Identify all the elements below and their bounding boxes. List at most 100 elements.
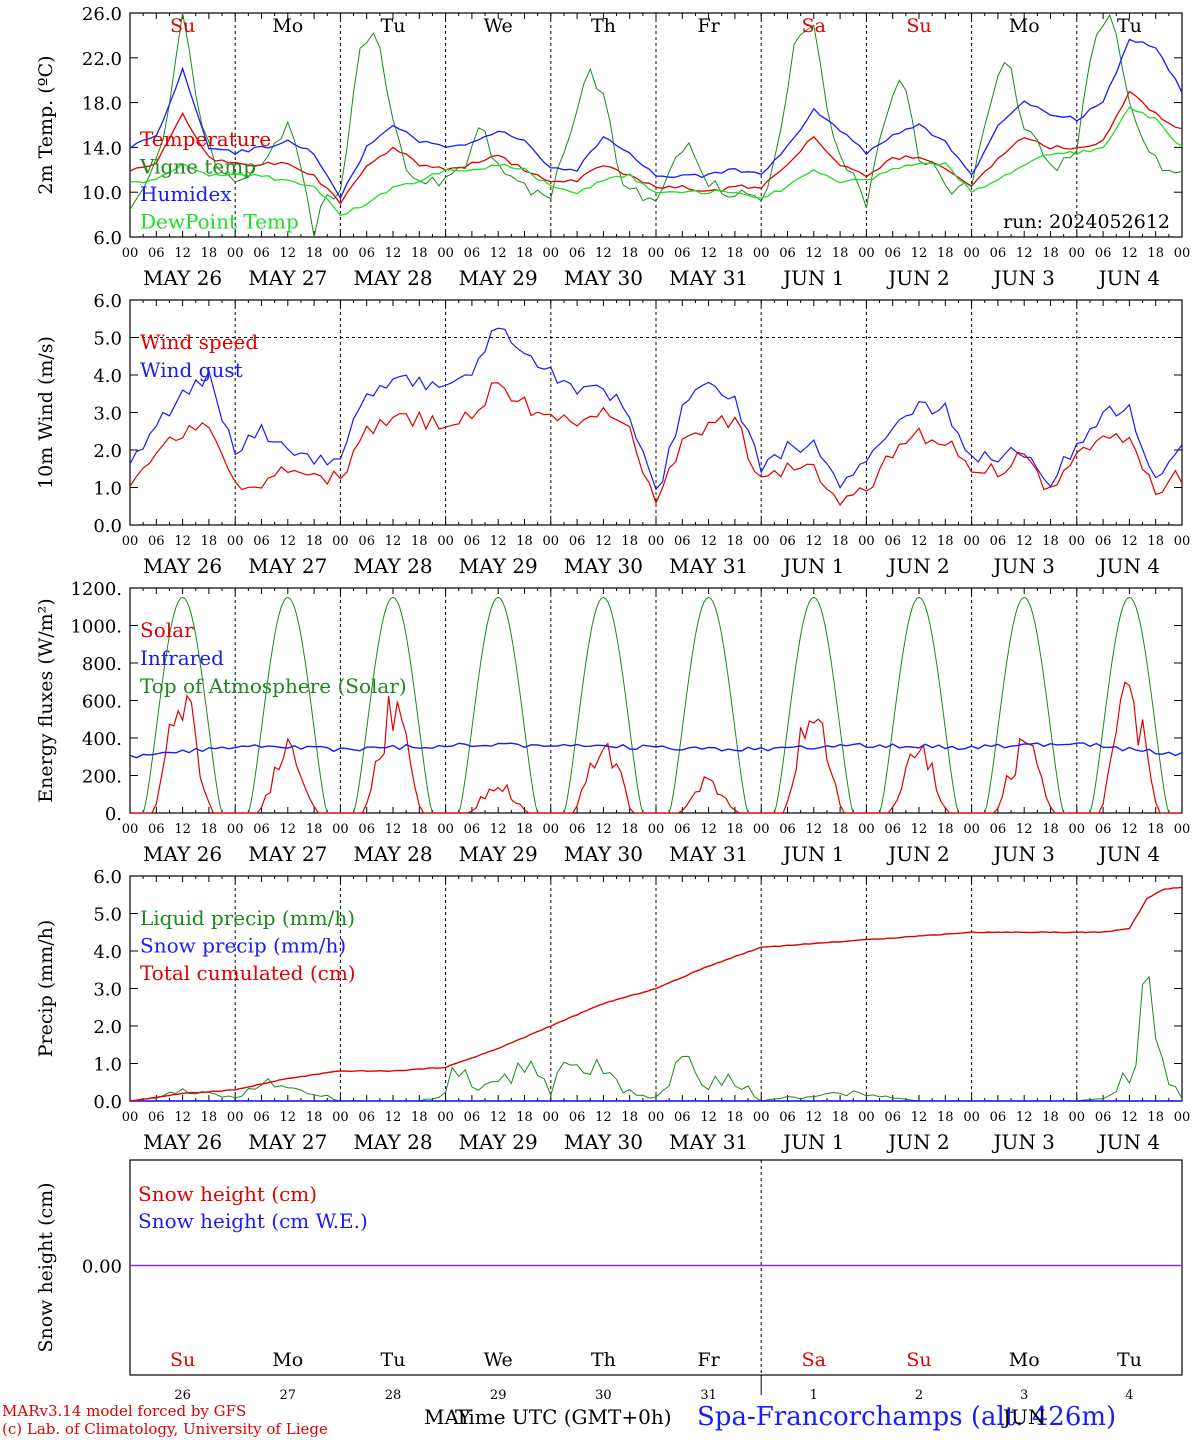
hour-label: 18 (516, 246, 533, 261)
y-tick-label: 1200. (70, 579, 122, 600)
hour-label: 00 (437, 1110, 454, 1125)
hour-label: 18 (1147, 1110, 1164, 1125)
weekday-label: Mo (272, 15, 303, 37)
hour-label: 12 (174, 534, 191, 549)
y-tick-label: 5.0 (93, 905, 122, 926)
weekday-label: We (484, 1349, 513, 1371)
date-label: MAY 26 (143, 554, 222, 578)
y-tick-label: 22.0 (82, 49, 122, 70)
hour-label: 12 (490, 822, 507, 837)
hour-label: 18 (832, 822, 849, 837)
hour-label: 06 (569, 822, 586, 837)
hour-label: 12 (385, 246, 402, 261)
date-label: MAY 28 (353, 266, 432, 290)
y-tick-label: 0.00 (82, 1257, 122, 1278)
y-tick-label: 6.0 (93, 867, 122, 888)
date-label: JUN 1 (781, 266, 844, 290)
date-label: MAY 26 (143, 266, 222, 290)
hour-label: 00 (753, 534, 770, 549)
date-label: MAY 31 (669, 1130, 748, 1154)
hour-label: 00 (1174, 246, 1191, 261)
hour-label: 18 (411, 1110, 428, 1125)
hour-label: 06 (674, 1110, 691, 1125)
hour-label: 12 (174, 1110, 191, 1125)
y-tick-label: 4.0 (93, 942, 122, 963)
time-axis-label: Time UTC (GMT+0h) (455, 1405, 672, 1429)
weekday-label: Fr (697, 15, 720, 37)
hour-label: 00 (1069, 822, 1086, 837)
hour-label: 06 (253, 822, 270, 837)
hour-label: 18 (411, 246, 428, 261)
hour-label: 06 (884, 1110, 901, 1125)
weekday-label: Tu (381, 1349, 406, 1371)
date-label: MAY 30 (564, 842, 643, 866)
hour-label: 12 (280, 534, 297, 549)
hour-label: 18 (1042, 534, 1059, 549)
hour-label: 00 (963, 534, 980, 549)
day-number-label: 30 (595, 1388, 612, 1403)
hour-label: 12 (595, 822, 612, 837)
date-label: MAY 31 (669, 266, 748, 290)
month-jun-label: JUN (1003, 1405, 1046, 1429)
date-label: JUN 1 (781, 842, 844, 866)
weekday-label: Su (170, 1349, 195, 1371)
run-label: run: 2024052612 (1003, 211, 1170, 233)
hour-label: 18 (201, 1110, 218, 1125)
date-label: MAY 28 (353, 842, 432, 866)
hour-label: 06 (1095, 1110, 1112, 1125)
legend-top-of-atmosphere-solar-: Top of Atmosphere (Solar) (140, 674, 407, 698)
date-label: MAY 28 (353, 1130, 432, 1154)
date-label: JUN 1 (781, 1130, 844, 1154)
location-label: Spa-Francorchamps (alt. 426m) (697, 1402, 1117, 1432)
hour-label: 18 (1042, 1110, 1059, 1125)
hour-label: 06 (148, 246, 165, 261)
hour-label: 00 (963, 822, 980, 837)
date-label: JUN 4 (1097, 1130, 1160, 1154)
y-axis-label: Energy fluxes (W/m²) (35, 598, 57, 802)
day-number-label: 31 (700, 1388, 717, 1403)
hour-label: 18 (621, 822, 638, 837)
hour-label: 12 (806, 1110, 823, 1125)
hour-label: 06 (674, 246, 691, 261)
hour-label: 12 (280, 246, 297, 261)
date-label: MAY 31 (669, 842, 748, 866)
hour-label: 18 (516, 1110, 533, 1125)
date-label: MAY 31 (669, 554, 748, 578)
day-number-label: 4 (1125, 1388, 1133, 1403)
y-tick-label: 0. (105, 804, 122, 825)
hour-label: 06 (674, 534, 691, 549)
hour-label: 18 (201, 534, 218, 549)
series-line (129, 12, 1183, 238)
hour-label: 06 (990, 246, 1007, 261)
y-axis-label: 2m Temp. (ºC) (35, 55, 57, 194)
hour-label: 00 (543, 1110, 560, 1125)
hour-label: 00 (437, 534, 454, 549)
hour-label: 00 (332, 246, 349, 261)
hour-label: 06 (253, 246, 270, 261)
hour-label: 06 (1095, 822, 1112, 837)
y-axis-label: Precip (mm/h) (35, 920, 57, 1058)
hour-label: 12 (700, 1110, 717, 1125)
hour-label: 06 (779, 534, 796, 549)
date-label: JUN 4 (1097, 266, 1160, 290)
y-axis-label: 10m Wind (m/s) (35, 336, 57, 489)
date-label: JUN 3 (991, 842, 1054, 866)
y-tick-label: 0.0 (93, 516, 122, 537)
hour-label: 18 (411, 822, 428, 837)
hour-label: 00 (753, 246, 770, 261)
series-line (129, 327, 1183, 491)
hour-label: 06 (779, 246, 796, 261)
hour-label: 12 (174, 822, 191, 837)
hour-label: 18 (306, 1110, 323, 1125)
hour-label: 12 (1016, 534, 1033, 549)
hour-label: 18 (937, 822, 954, 837)
date-label: JUN 2 (886, 266, 949, 290)
hour-label: 00 (1174, 1110, 1191, 1125)
weekday-label: Su (906, 15, 931, 37)
hour-label: 00 (543, 822, 560, 837)
hour-label: 00 (963, 246, 980, 261)
hour-label: 06 (569, 534, 586, 549)
hour-label: 00 (963, 1110, 980, 1125)
hour-label: 12 (1016, 246, 1033, 261)
